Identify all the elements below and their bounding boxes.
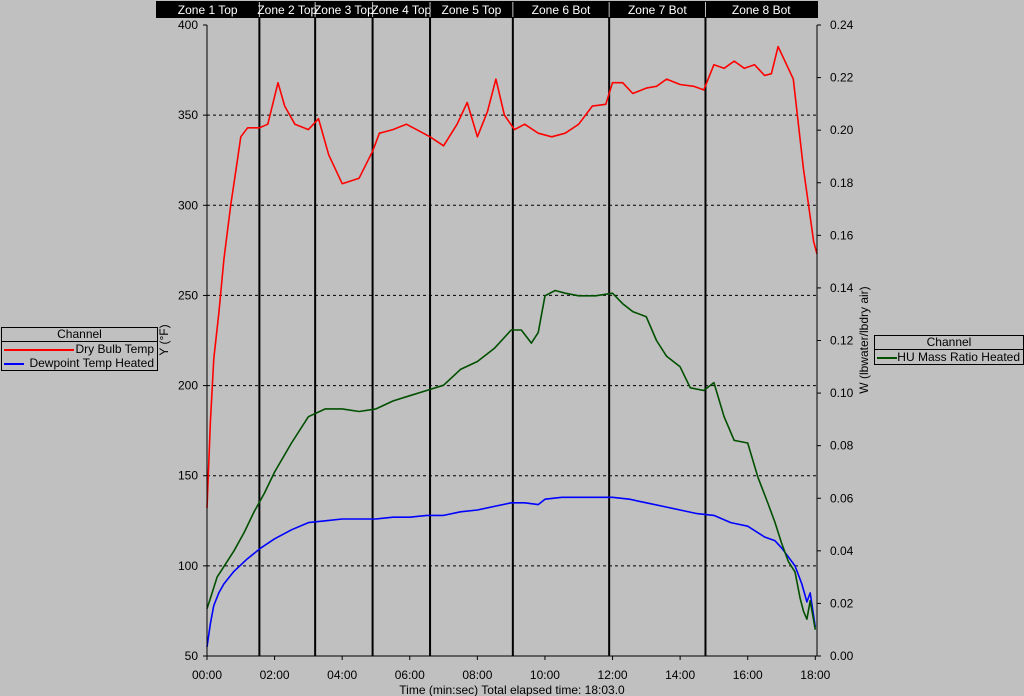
y-left-tick-label-5: 150: [178, 469, 198, 483]
x-tick-label-4: 08:00: [462, 668, 492, 682]
y-left-tick-label-6: 100: [178, 559, 198, 573]
zone-label-1: Zone 1 Top: [178, 3, 238, 17]
y-right-tick-label-9: 0.06: [830, 491, 854, 505]
zone-label-2: Zone 2 Top: [257, 3, 317, 17]
x-tick-label-3: 06:00: [395, 668, 425, 682]
series-lines: [206, 45, 818, 648]
x-tick-label-1: 02:00: [260, 668, 290, 682]
y-right-tick-label-2: 0.20: [830, 123, 854, 137]
y-right-tick-label-10: 0.04: [830, 544, 854, 558]
y-right-tick-label-6: 0.12: [830, 334, 854, 348]
legend-label-dewpoint: Dewpoint Temp Heated: [29, 356, 154, 370]
x-tick-label-8: 16:00: [733, 668, 763, 682]
zone-header-background: [156, 1, 818, 18]
y-axis-left-label: Y (°F): [157, 324, 171, 355]
y-right-tick-label-7: 0.10: [830, 386, 854, 400]
legend-entry-hu-mass: HU Mass Ratio Heated: [875, 350, 1023, 364]
y-axis-right-label: W (lbwater/lbdry air): [857, 286, 871, 393]
zone-label-8: Zone 8 Bot: [732, 3, 791, 17]
x-tick-label-9: 18:00: [800, 668, 830, 682]
x-tick-label-0: 00:00: [192, 668, 222, 682]
y-right-tick-label-5: 0.14: [830, 281, 854, 295]
axes: 400 350 300 250 200 150 100 50 0.24 0.22 0.20 0.18 0…: [157, 18, 871, 696]
legend-left: Channel Dry Bulb Temp Dewpoint Temp Heat…: [1, 327, 158, 371]
x-tick-label-5: 10:00: [530, 668, 560, 682]
zone-label-4: Zone 4 Top: [371, 3, 431, 17]
y-left-tick-label-7: 50: [185, 649, 199, 663]
zone-dividers: [258, 17, 707, 656]
zone-label-6: Zone 6 Bot: [532, 3, 591, 17]
zone-label-3: Zone 3 Top: [314, 3, 374, 17]
legend-label-hu-mass: HU Mass Ratio Heated: [897, 350, 1020, 364]
legend-right: Channel HU Mass Ratio Heated: [874, 335, 1024, 365]
series-line-1: [206, 496, 817, 648]
legend-swatch-hu-mass: [877, 357, 897, 359]
legend-right-title: Channel: [875, 336, 1023, 350]
y-right-tick-label-4: 0.16: [830, 228, 854, 242]
legend-entry-dewpoint: Dewpoint Temp Heated: [2, 356, 157, 370]
y-right-tick-label-8: 0.08: [830, 439, 854, 453]
x-tick-label-6: 12:00: [598, 668, 628, 682]
y-left-tick-label-4: 200: [178, 379, 198, 393]
legend-entry-dry-bulb: Dry Bulb Temp: [2, 342, 157, 356]
y-right-tick-label-12: 0.00: [830, 649, 854, 663]
y-left-tick-label-2: 300: [178, 198, 198, 212]
x-tick-label-2: 04:00: [327, 668, 357, 682]
x-axis-label: Time (min:sec) Total elapsed time: 18:03…: [399, 683, 625, 696]
y-right-tick-label-1: 0.22: [830, 71, 854, 85]
y-right-tick-label-0: 0.24: [830, 18, 854, 32]
series-line-2: [206, 289, 817, 630]
y-left-tick-label-1: 350: [178, 108, 198, 122]
legend-label-dry-bulb: Dry Bulb Temp: [75, 342, 154, 356]
y-right-tick-label-3: 0.18: [830, 176, 854, 190]
legend-swatch-dewpoint: [4, 363, 24, 365]
x-tick-label-7: 14:00: [665, 668, 695, 682]
y-left-tick-label-3: 250: [178, 288, 198, 302]
y-right-tick-label-11: 0.02: [830, 596, 854, 610]
legend-left-title: Channel: [2, 328, 157, 342]
legend-swatch-dry-bulb: [4, 349, 74, 351]
series-line-0: [206, 45, 818, 509]
y-left-tick-label-0: 400: [178, 18, 198, 32]
zone-label-7: Zone 7 Bot: [628, 3, 687, 17]
zone-label-5: Zone 5 Top: [442, 3, 502, 17]
